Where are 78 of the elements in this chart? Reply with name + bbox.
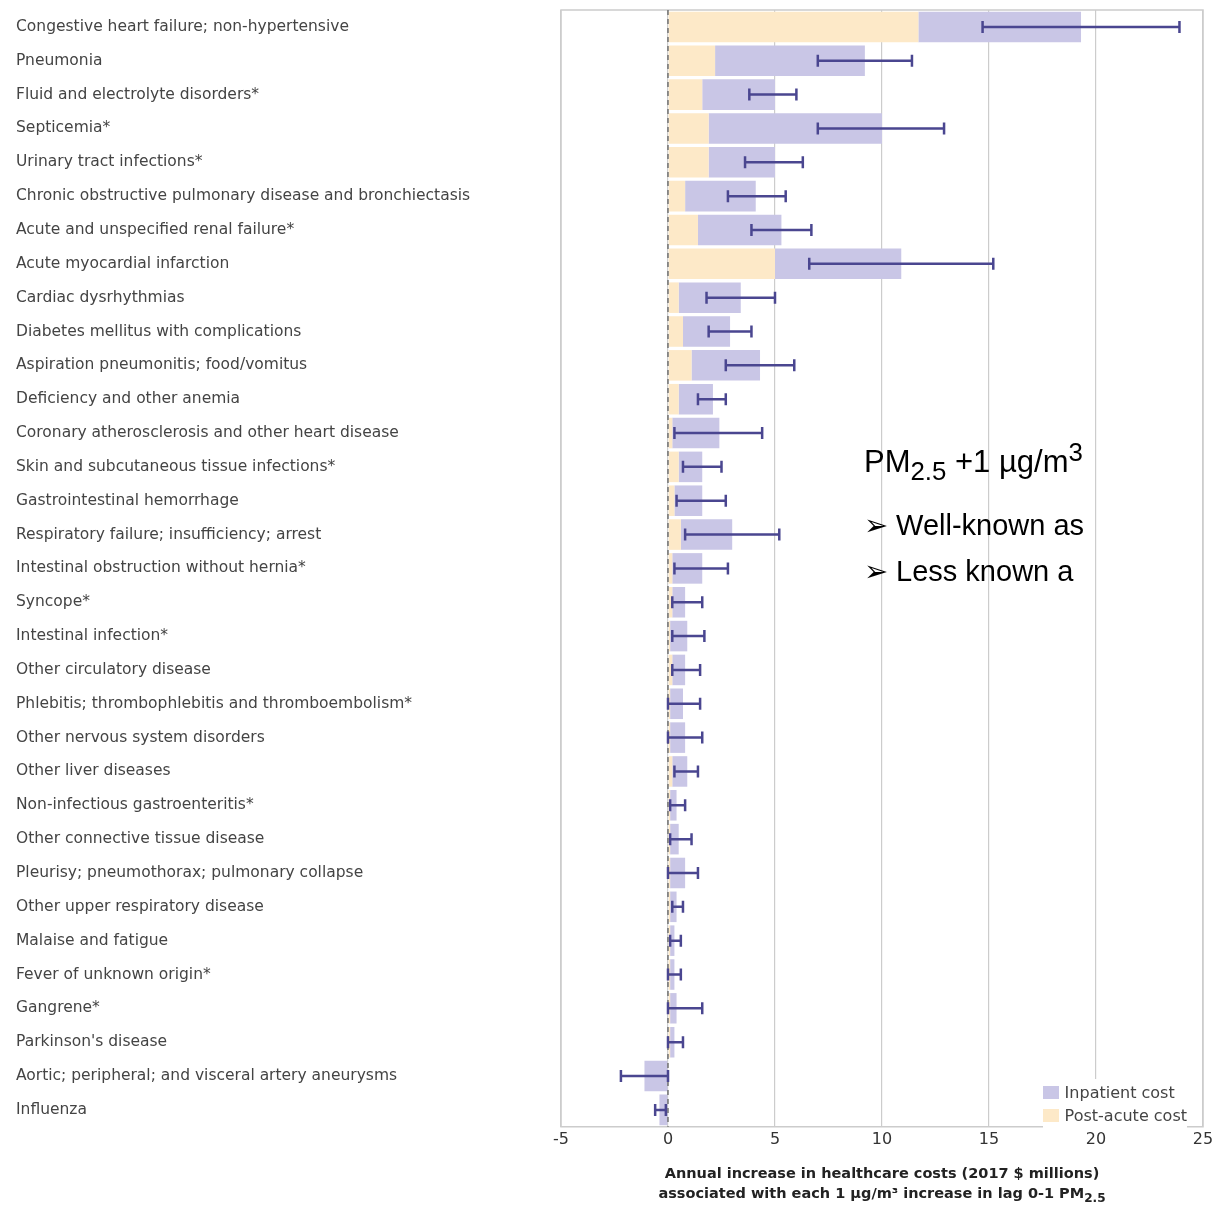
x-tick-label: 10 [871,1128,893,1148]
x-axis-title: Annual increase in healthcare costs (2017 $ millions) associated with each 1 µg/m³ increase in lag 0-1 PM$_{2.5}$ [657,1164,1107,1207]
y-tick-label: Intestinal infection* [16,626,169,645]
y-tick-label: Skin and subcutaneous tissue infections* [16,456,336,475]
bar [685,180,756,212]
bar [668,180,686,212]
y-tick-label: Pleurisy; pneumothorax; pulmonary collapse [16,863,364,882]
y-tick-label: Fluid and electrolyte disorders* [16,84,260,103]
bar [670,688,683,720]
bar [670,722,686,753]
y-tick-label: Cardiac dysrhythmias [16,287,185,306]
bar [668,11,919,43]
y-tick-label: Other circulatory disease [16,659,211,678]
bar [668,519,681,550]
x-tick-label: 5 [769,1128,781,1148]
x-tick-label: -5 [553,1128,569,1148]
bar [678,383,713,415]
bar [775,248,902,280]
bar [678,282,741,313]
y-tick-label: Parkinson's disease [16,1032,168,1051]
bar [644,1060,668,1092]
y-tick-label: Other nervous system disorders [16,727,265,746]
bar [668,45,716,77]
y-tick-label: Diabetes mellitus with complications [16,321,302,340]
y-tick-label: Respiratory failure; insufficiency; arrest [16,524,322,543]
y-tick-label: Chronic obstructive pulmonary disease and bronchiectasis [16,186,471,205]
bar [668,350,692,381]
bar [668,79,703,110]
x-tick-label: 20 [1085,1128,1107,1148]
y-tick-label: Acute and unspecified renal failure* [16,220,295,239]
bar [668,282,679,313]
y-tick-label: Influenza [16,1099,87,1118]
y-tick-label: Non-infectious gastroenteritis* [16,795,254,814]
bar [668,248,775,280]
bar [715,45,865,77]
y-tick-label: Deficiency and other anemia [16,389,241,408]
bar [691,350,761,381]
bar [668,316,683,347]
x-tick-label: 25 [1192,1128,1214,1148]
legend-label: Inpatient cost [1064,1083,1175,1102]
bar [918,11,1082,43]
annotation: ➢ Less known a [864,554,1074,588]
y-tick-label: Phlebitis; thrombophlebitis and thromboembolism* [16,693,413,712]
bar [702,79,775,110]
bar [708,113,882,144]
y-tick-label: Syncope* [16,592,91,611]
bar [682,316,731,347]
y-tick-label: Fever of unknown origin* [16,964,211,983]
legend-label: Post-acute cost [1064,1106,1187,1125]
bar [668,147,709,178]
x-tick-label: 0 [662,1128,674,1148]
bar [672,417,720,449]
bar [668,383,679,415]
y-tick-label: Gastrointestinal hemorrhage [16,490,239,509]
bar [708,147,775,178]
y-tick-label: Septicemia* [16,118,111,137]
bar [697,214,782,246]
y-tick-label: Coronary atherosclerosis and other heart disease [16,423,399,442]
annotation: PM$_{2.5}$ +1 µg/m$^{3}$ [864,438,1083,486]
x-tick-label: 15 [978,1128,1000,1148]
bar [668,451,679,483]
y-tick-label: Other liver diseases [16,761,171,780]
y-tick-label: Malaise and fatigue [16,930,169,949]
annotation: ➢ Well-known as [864,508,1085,542]
y-tick-label: Acute myocardial infarction [16,253,230,272]
y-tick-label: Intestinal obstruction without hernia* [16,558,307,577]
bar [668,113,709,144]
bar [668,214,698,246]
y-tick-label: Aspiration pneumonitis; food/vomitus [16,355,308,374]
y-tick-label: Urinary tract infections* [16,152,203,171]
bar [670,993,677,1024]
y-tick-label: Aortic; peripheral; and visceral artery aneurysms [16,1066,398,1085]
y-tick-label: Other upper respiratory disease [16,896,264,915]
y-tick-label: Pneumonia [16,50,103,69]
y-tick-label: Other connective tissue disease [16,829,265,848]
bar [670,857,686,889]
y-tick-label: Congestive heart failure; non-hypertensive [16,16,349,35]
y-tick-label: Gangrene* [16,998,101,1017]
